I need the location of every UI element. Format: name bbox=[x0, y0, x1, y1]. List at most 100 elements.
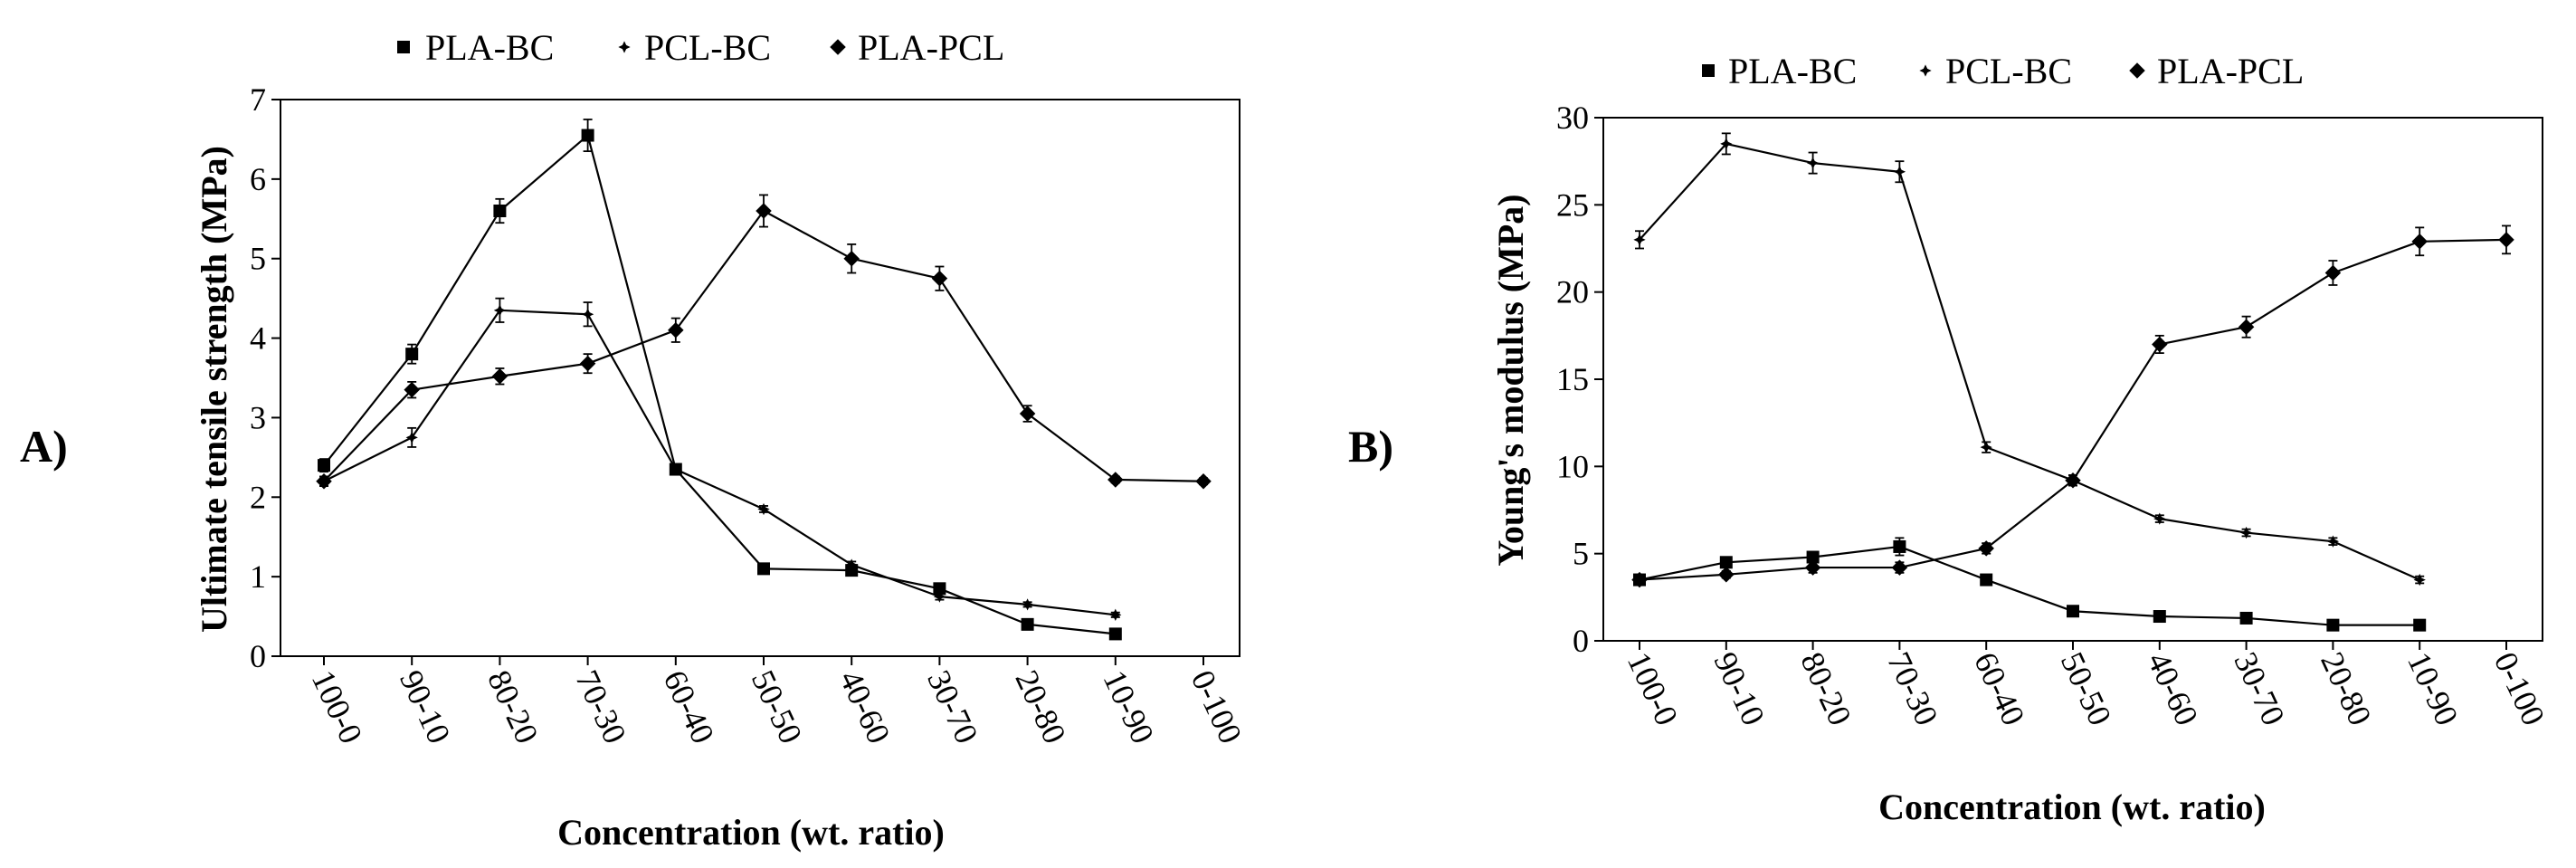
series-pcl-bc bbox=[318, 297, 1122, 621]
series-pcl-bc bbox=[1633, 132, 2426, 587]
legend-entry: PLA-BC bbox=[1702, 51, 1857, 91]
series-pla-bc bbox=[1633, 537, 2427, 632]
data-point bbox=[2238, 319, 2255, 335]
y-tick-label: 2 bbox=[250, 479, 266, 515]
legend-label: PCL-BC bbox=[644, 27, 771, 68]
data-point bbox=[316, 472, 332, 490]
data-point bbox=[1019, 405, 1036, 422]
x-tick-label: 50-50 bbox=[745, 664, 810, 749]
data-point bbox=[2153, 512, 2166, 525]
legend: PLA-BC PCL-BC PLA-PCL bbox=[1702, 51, 2304, 91]
x-tick-label: 10-90 bbox=[2400, 646, 2466, 730]
data-point bbox=[1804, 559, 1821, 576]
data-point bbox=[2326, 618, 2340, 632]
data-point bbox=[581, 129, 594, 142]
y-axis-title: Ultimate tensile strength (MPa) bbox=[194, 146, 234, 633]
series-line bbox=[323, 209, 1204, 482]
data-point bbox=[933, 582, 946, 596]
panel-a: A) PLA-BC PCL-BC PLA-PCL Concentration (… bbox=[20, 27, 1250, 853]
data-point bbox=[1631, 571, 1648, 588]
y-tick-label: 5 bbox=[1573, 536, 1589, 572]
y-axis: 0 1 2 3 4 5 6 7 bbox=[250, 81, 280, 674]
panel-label: B) bbox=[1348, 421, 1393, 472]
x-tick-label: 40-60 bbox=[832, 664, 898, 749]
data-point bbox=[757, 562, 770, 576]
data-point bbox=[2413, 573, 2426, 587]
data-point bbox=[845, 558, 858, 571]
x-tick-label: 20-80 bbox=[1008, 664, 1073, 749]
series-pla-bc bbox=[318, 119, 1122, 641]
data-point bbox=[2324, 264, 2342, 281]
x-tick-label: 60-40 bbox=[657, 664, 722, 749]
x-tick-label: 80-20 bbox=[480, 664, 546, 749]
y-axis-title: Young's modulus (MPa) bbox=[1490, 194, 1531, 566]
y-tick-label: 25 bbox=[1556, 186, 1589, 223]
x-tick-label: 20-80 bbox=[2314, 646, 2379, 730]
x-tick-label: 100-0 bbox=[1621, 646, 1686, 730]
data-point bbox=[1718, 567, 1735, 583]
data-point bbox=[579, 355, 596, 372]
y-axis: 0 5 10 15 20 25 30 bbox=[1556, 100, 1603, 659]
y-tick-label: 20 bbox=[1556, 274, 1589, 310]
legend-entry: PCL-BC bbox=[618, 27, 771, 68]
legend-entry: PCL-BC bbox=[1919, 51, 2072, 91]
legend-entry: PLA-PCL bbox=[830, 27, 1004, 68]
data-point bbox=[405, 348, 419, 361]
y-tick-label: 0 bbox=[250, 638, 266, 674]
data-point bbox=[491, 367, 509, 385]
x-tick-label: 70-30 bbox=[568, 664, 633, 749]
series-line bbox=[1639, 545, 2420, 626]
series-line bbox=[1639, 238, 2507, 581]
data-point bbox=[933, 590, 946, 603]
x-axis: 100-0 90-10 80-20 70-30 60-40 50-50 40-60 30-70… bbox=[1621, 641, 2552, 731]
data-point bbox=[318, 459, 330, 472]
x-tick-label: 50-50 bbox=[2054, 646, 2119, 730]
x-axis: 100-0 90-10 80-20 70-30 60-40 50-50 40-60 30-70… bbox=[305, 656, 1250, 749]
data-point bbox=[2413, 618, 2427, 632]
plot-frame bbox=[1602, 117, 2543, 642]
legend-label: PCL-BC bbox=[1945, 51, 2072, 91]
x-tick-label: 100-0 bbox=[305, 664, 370, 749]
y-tick-label: 7 bbox=[250, 81, 266, 118]
data-point bbox=[1107, 472, 1124, 488]
panel-label: A) bbox=[20, 421, 68, 472]
data-point bbox=[405, 431, 418, 444]
data-point bbox=[581, 308, 594, 320]
x-tick-label: 10-90 bbox=[1097, 664, 1162, 749]
y-tick-label: 6 bbox=[250, 161, 266, 197]
x-tick-label: 0-100 bbox=[1184, 664, 1250, 749]
x-tick-label: 80-20 bbox=[1793, 646, 1858, 730]
legend-label: PLA-BC bbox=[425, 27, 554, 68]
y-tick-label: 10 bbox=[1556, 448, 1589, 484]
data-point bbox=[1978, 540, 1994, 557]
data-point bbox=[1893, 166, 1906, 178]
legend-label: PLA-BC bbox=[1728, 51, 1857, 91]
x-tick-label: 0-100 bbox=[2487, 646, 2552, 730]
x-axis-title: Concentration (wt. ratio) bbox=[1878, 787, 2266, 827]
data-point bbox=[2498, 232, 2514, 248]
data-point bbox=[493, 304, 507, 317]
data-point bbox=[668, 322, 684, 339]
y-tick-label: 30 bbox=[1556, 100, 1589, 136]
y-tick-label: 3 bbox=[250, 399, 266, 435]
legend: PLA-BC PCL-BC PLA-PCL bbox=[397, 27, 1004, 68]
legend-entry: PLA-PCL bbox=[2129, 51, 2304, 91]
data-point bbox=[1980, 573, 1993, 587]
data-point bbox=[757, 502, 770, 516]
x-tick-label: 90-10 bbox=[1707, 646, 1773, 730]
data-point bbox=[1719, 556, 1733, 569]
y-tick-label: 5 bbox=[250, 241, 266, 277]
data-point bbox=[670, 463, 682, 476]
data-point bbox=[2067, 605, 2079, 618]
x-tick-label: 30-70 bbox=[2227, 646, 2292, 730]
data-point bbox=[1195, 472, 1212, 490]
data-point bbox=[2153, 610, 2166, 624]
data-point bbox=[2239, 611, 2253, 625]
data-point bbox=[756, 203, 772, 219]
data-point bbox=[1633, 234, 1646, 246]
data-point bbox=[1021, 617, 1034, 631]
x-axis-title: Concentration (wt. ratio) bbox=[557, 812, 945, 853]
data-point bbox=[1021, 598, 1034, 611]
legend-label: PLA-PCL bbox=[2157, 51, 2304, 91]
y-tick-label: 0 bbox=[1573, 623, 1589, 659]
